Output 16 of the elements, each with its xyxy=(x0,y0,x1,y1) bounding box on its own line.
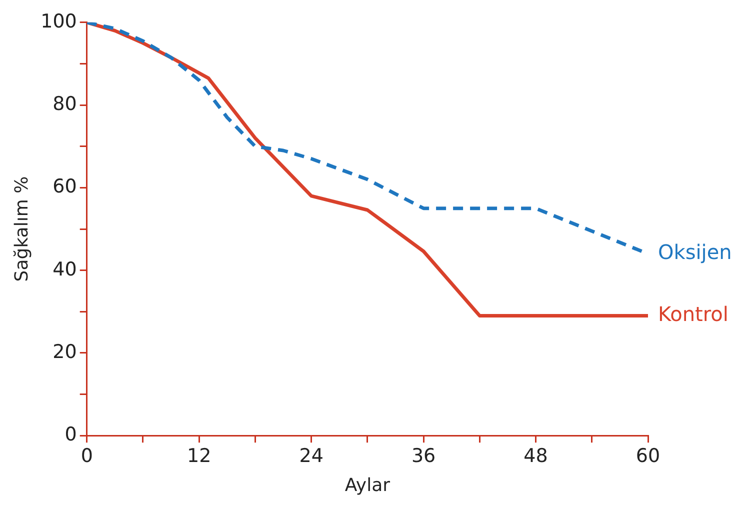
y-tick-label: 0 xyxy=(64,424,77,446)
x-tick-label: 36 xyxy=(411,444,436,467)
y-tick-label: 60 xyxy=(52,176,77,198)
x-tick-label: 48 xyxy=(524,444,548,467)
y-tick-label: 80 xyxy=(52,92,77,115)
series-label: Kontrol xyxy=(658,302,728,326)
x-axis-title: Aylar xyxy=(344,474,391,496)
y-axis-title: Sağkalım % xyxy=(11,176,32,282)
y-tick-label: 20 xyxy=(52,340,77,363)
x-tick-label: 0 xyxy=(80,444,93,467)
x-tick-label: 24 xyxy=(299,444,324,467)
x-tick-label: 12 xyxy=(187,444,212,467)
y-tick-label: 40 xyxy=(52,258,77,280)
y-tick-label: 100 xyxy=(40,10,77,32)
x-tick-label: 60 xyxy=(636,444,660,467)
series-label: Oksijen xyxy=(658,240,732,264)
